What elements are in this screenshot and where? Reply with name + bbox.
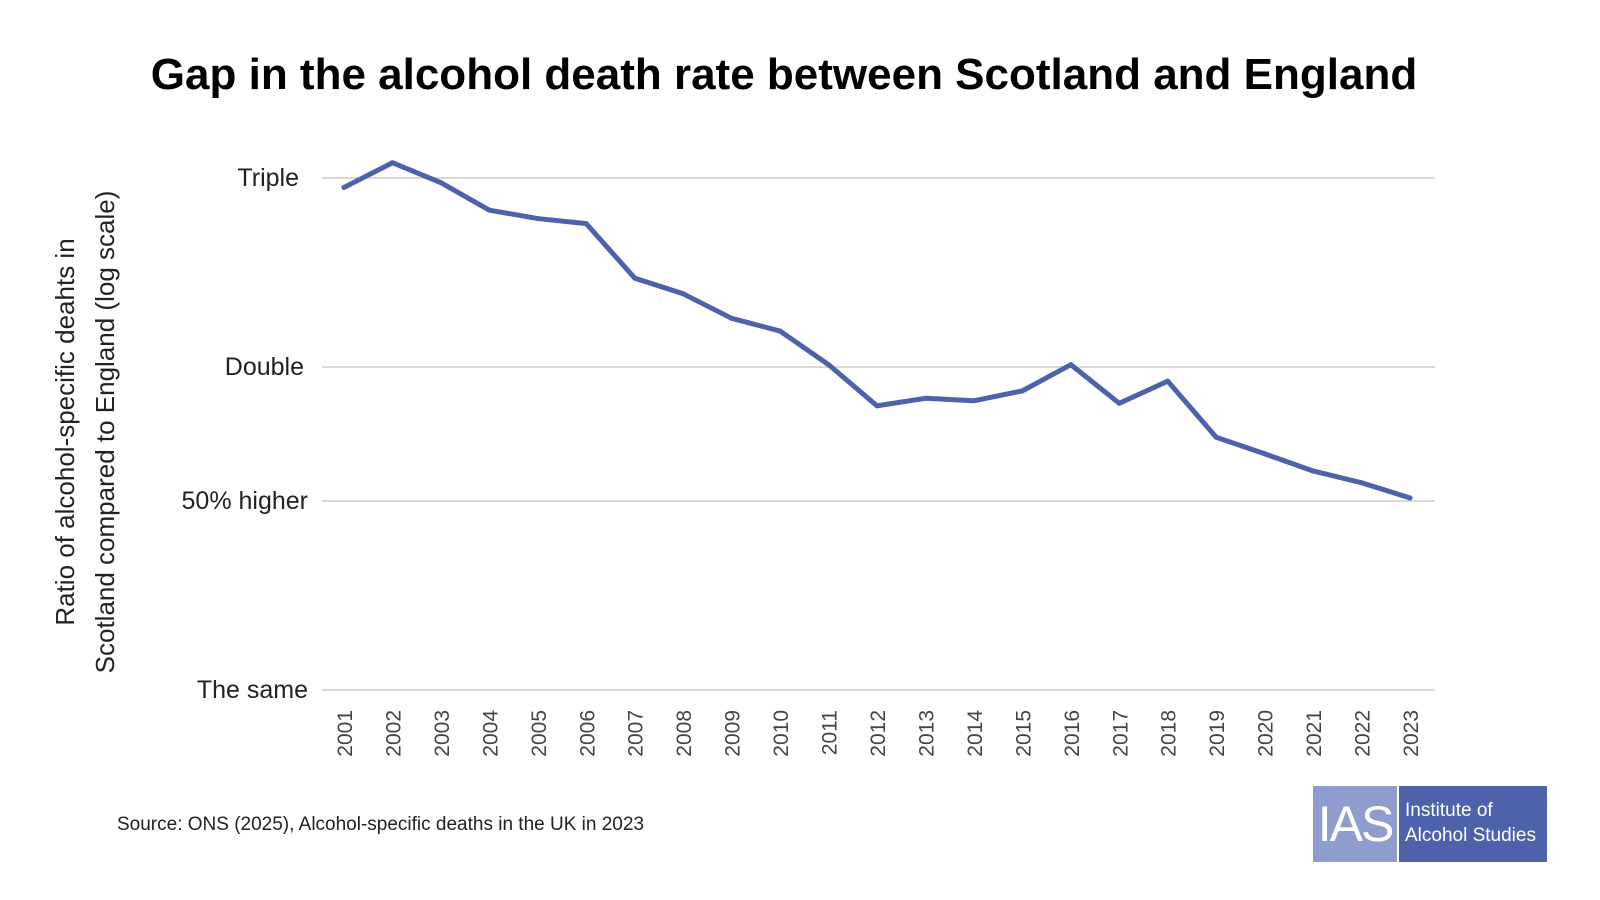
y-axis-label: Scotland compared to England (log scale) [90,191,120,674]
data-point [1165,378,1171,384]
x-tick-label: 2011 [819,710,842,755]
data-point [922,395,928,401]
x-tick-label: 2002 [382,710,405,757]
y-tick-label: 50% higher [182,487,308,515]
y-tick-label: Double [225,353,304,381]
data-point [583,221,589,227]
data-point [1310,468,1316,474]
source-note: Source: ONS (2025), Alcohol-specific dea… [117,814,645,835]
y-axis-label: Ratio of alcohol-specific deahts in [50,238,80,625]
logo-text: Institute of Alcohol Studies [1399,786,1547,862]
logo-abbr: IAS [1313,786,1397,862]
data-point [1407,495,1413,501]
x-tick-label: 2014 [964,710,987,757]
data-point [486,207,492,213]
x-tick-label: 2007 [625,710,648,757]
data-point [535,216,541,222]
x-tick-label: 2023 [1400,710,1423,757]
x-tick-label: 2012 [867,710,890,757]
data-point [1116,400,1122,406]
y-tick-label: The same [197,676,308,704]
data-point [1359,480,1365,486]
data-point [1019,388,1025,394]
data-point [389,160,395,166]
chart-title: Gap in the alcohol death rate between Sc… [150,50,1418,99]
series-line [341,160,1413,501]
data-point [826,362,832,368]
x-tick-label: 2021 [1303,710,1326,757]
x-tick-label: 2006 [576,710,599,757]
x-tick-label: 2001 [334,710,357,757]
data-point [971,398,977,404]
x-tick-label: 2013 [915,710,938,757]
x-tick-label: 2018 [1158,710,1181,757]
data-point [438,180,444,186]
data-point [874,403,880,409]
x-tick-label: 2020 [1255,710,1278,757]
data-point [632,275,638,281]
x-tick-label: 2022 [1352,710,1375,757]
logo-line-2: Alcohol Studies [1405,825,1536,846]
x-tick-label: 2004 [479,710,502,757]
data-point [1068,362,1074,368]
x-tick-label: 2016 [1061,710,1084,757]
data-point [729,315,735,321]
y-tick-label: Triple [237,164,299,192]
ias-logo: IAS Institute of Alcohol Studies [1313,786,1547,862]
x-tick-label: 2008 [673,710,696,757]
data-point [1262,451,1268,457]
data-point [341,184,347,190]
x-tick-label: 2005 [528,710,551,757]
x-tick-label: 2003 [431,710,454,757]
x-tick-label: 2009 [722,710,745,757]
x-tick-label: 2019 [1206,710,1229,757]
data-point [1213,434,1219,440]
data-point [777,328,783,334]
x-tick-label: 2017 [1109,710,1132,757]
data-point [680,291,686,297]
x-tick-label: 2010 [770,710,793,757]
x-tick-label: 2015 [1012,710,1035,757]
logo-line-1: Institute of [1405,800,1493,821]
